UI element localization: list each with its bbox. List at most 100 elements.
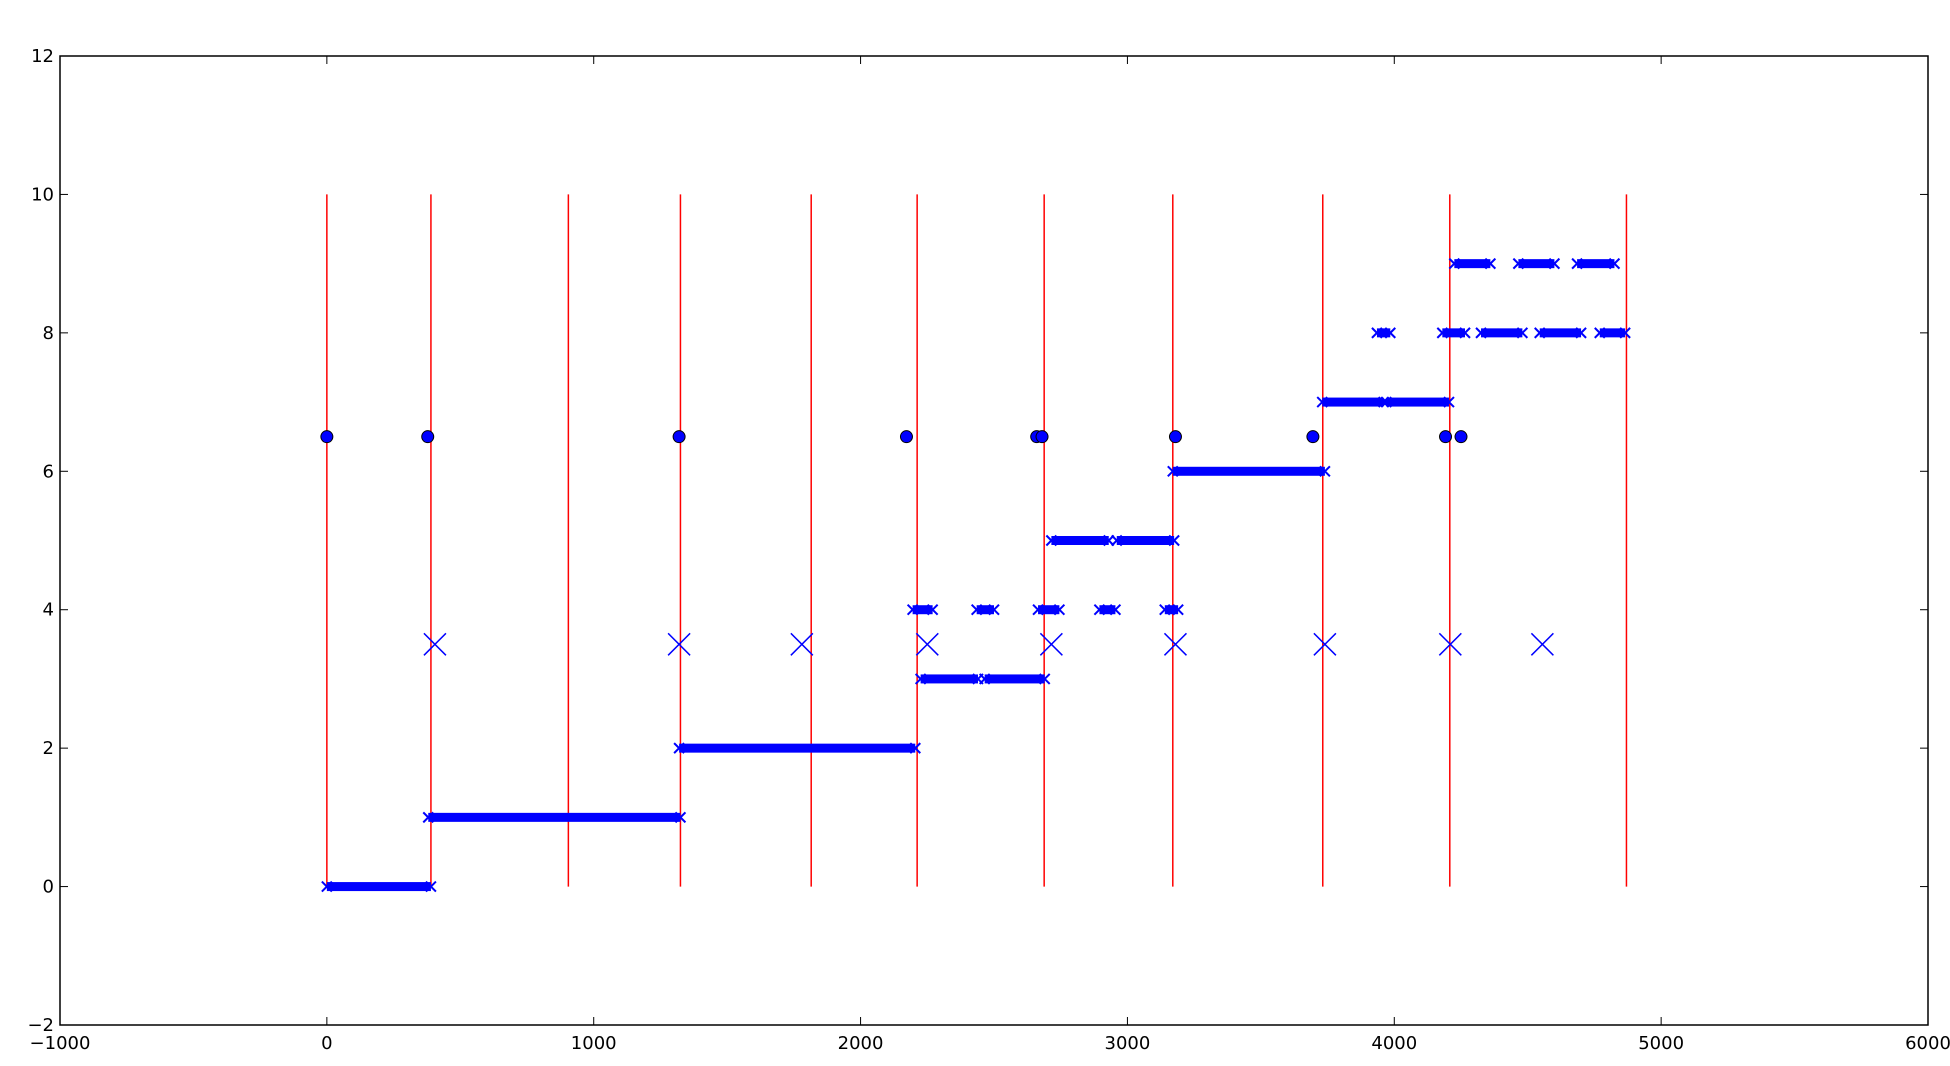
marker-run-start — [1045, 534, 1058, 547]
marker-run-start-stroke-b — [970, 604, 983, 616]
marker-run-end-stroke-b — [909, 742, 921, 754]
marker-run-start-stroke-b — [1371, 327, 1383, 339]
circle-marker — [1168, 430, 1182, 444]
marker-run — [914, 673, 984, 685]
marker-run — [1448, 257, 1497, 270]
marker-run-band — [1172, 466, 1325, 476]
marker-run-start — [970, 604, 983, 616]
marker-run-end-stroke-b — [1168, 534, 1180, 547]
marker-run-end — [674, 811, 687, 824]
marker-run — [1316, 396, 1390, 408]
marker-run-end-stroke-b — [1575, 327, 1587, 339]
marker-run-start — [1534, 327, 1546, 339]
marker-run-start — [1594, 327, 1606, 339]
x-tick-label: 5000 — [1638, 1033, 1684, 1054]
circle-marker — [899, 430, 913, 444]
x-tick-label: 4000 — [1371, 1033, 1417, 1054]
marker-run — [422, 811, 687, 824]
marker-run-end — [1484, 257, 1497, 270]
marker-run-band — [1442, 328, 1466, 338]
marker-run-end — [1619, 327, 1631, 339]
y-tick-label: 6 — [43, 461, 54, 482]
marker-run-end — [1548, 257, 1561, 270]
marker-run-start-stroke-b — [1534, 327, 1546, 339]
marker-run-end — [1384, 327, 1396, 339]
x-marker-stroke-b — [1313, 632, 1337, 656]
marker-run-band — [912, 605, 933, 615]
marker-run-end-stroke-b — [1038, 673, 1051, 685]
marker-run-start — [978, 673, 991, 685]
marker-run-end — [926, 604, 939, 616]
marker-run — [673, 742, 921, 754]
marker-run-end — [1168, 534, 1180, 547]
x-marker-stroke-b — [790, 632, 814, 656]
marker-run-start-stroke-b — [1594, 327, 1606, 339]
marker-run-band — [326, 882, 431, 892]
marker-run-end-stroke-b — [1619, 327, 1631, 339]
marker-run-band — [920, 674, 978, 684]
marker-run-band — [428, 812, 681, 822]
circle-marker — [1035, 430, 1049, 444]
marker-run-start-stroke-b — [1436, 327, 1449, 339]
marker-run-band — [1539, 328, 1582, 338]
x-tick-label: 2000 — [838, 1033, 884, 1054]
marker-run-start-stroke-b — [1448, 257, 1461, 270]
marker-run — [906, 604, 939, 616]
circle-marker — [421, 430, 435, 444]
marker-run-end-stroke-b — [425, 880, 437, 893]
marker-run-start-stroke-b — [978, 673, 991, 685]
x-tick-label: 1000 — [571, 1033, 617, 1054]
y-tick-label: 0 — [43, 877, 54, 898]
x-marker-stroke-b — [423, 632, 447, 656]
marker-run-end — [988, 604, 1000, 616]
marker-run-start — [1436, 327, 1449, 339]
marker-run-band — [1386, 397, 1449, 407]
marker-run-band — [1376, 328, 1391, 338]
marker-run-band — [1164, 605, 1179, 615]
x-marker — [1163, 632, 1187, 656]
marker-run — [1111, 534, 1180, 547]
marker-run-band — [1051, 536, 1109, 545]
marker-run — [970, 604, 1000, 616]
marker-run-band — [679, 743, 916, 753]
marker-run-start — [1093, 604, 1106, 616]
marker-run-end — [1319, 465, 1331, 477]
marker-run-start — [321, 880, 333, 893]
marker-run-end-stroke-b — [1384, 327, 1396, 339]
marker-run-end — [909, 742, 921, 754]
marker-run-start-stroke-b — [1167, 465, 1179, 477]
y-tick-label: 10 — [31, 184, 54, 205]
x-marker — [1530, 632, 1554, 656]
marker-run-end — [1575, 327, 1587, 339]
marker-run-start — [1571, 257, 1583, 270]
marker-run — [321, 880, 437, 893]
marker-run-start — [1475, 327, 1487, 339]
x-tick-label: 3000 — [1105, 1033, 1151, 1054]
marker-run-end-stroke-b — [926, 604, 939, 616]
marker-run-start — [1512, 257, 1525, 270]
marker-run-band — [1116, 536, 1175, 545]
circle-marker — [1306, 430, 1320, 444]
x-marker — [790, 632, 814, 656]
marker-run — [1167, 465, 1331, 477]
marker-run-band — [1454, 259, 1491, 269]
marker-run-end-stroke-b — [1608, 257, 1621, 270]
x-marker — [667, 632, 691, 656]
marker-run-start — [1159, 604, 1171, 616]
marker-run-start — [1371, 327, 1383, 339]
x-tick-label: 0 — [321, 1033, 332, 1054]
y-tick-label: 12 — [31, 46, 54, 67]
marker-run-start-stroke-b — [1159, 604, 1171, 616]
marker-run — [1534, 327, 1587, 339]
y-tick-label: 2 — [43, 738, 54, 759]
marker-run-end-stroke-b — [1516, 327, 1529, 339]
marker-run-start-stroke-b — [1475, 327, 1487, 339]
marker-run-end — [1608, 257, 1621, 270]
marker-run — [1045, 534, 1115, 547]
marker-run-end — [1053, 604, 1066, 616]
marker-run-end-stroke-b — [1484, 257, 1497, 270]
marker-run-end — [1172, 604, 1184, 616]
marker-run-end-stroke-b — [1053, 604, 1066, 616]
marker-run-band — [1481, 328, 1523, 338]
